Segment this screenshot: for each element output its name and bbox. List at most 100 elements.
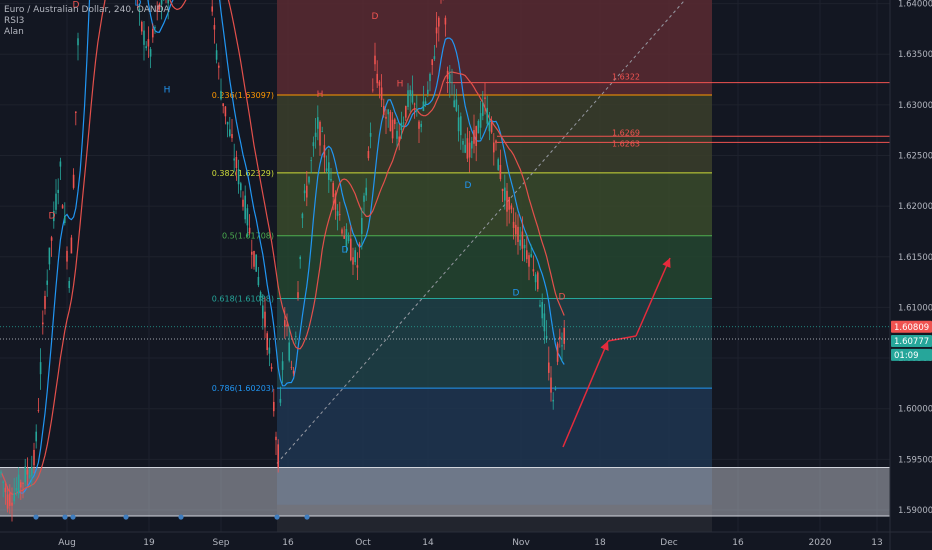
candle-body	[352, 257, 354, 265]
candle-body	[147, 39, 150, 47]
candle-body	[306, 185, 308, 198]
candle-body	[279, 398, 282, 403]
candle-body	[438, 17, 440, 27]
candle-body	[537, 272, 539, 290]
indicator-alan[interactable]: Alan	[4, 27, 24, 37]
candle-body	[248, 227, 251, 234]
signal-dot	[274, 514, 280, 520]
candle-body	[2, 481, 4, 484]
signal-dot	[70, 514, 76, 520]
candle-body	[259, 292, 262, 298]
candle-body	[240, 183, 242, 191]
candle-body	[365, 187, 367, 196]
projection-arrows[interactable]	[562, 257, 671, 448]
candle-body	[244, 195, 246, 220]
candle-body	[534, 274, 537, 283]
signal-dot	[123, 514, 129, 520]
candle-body	[330, 178, 332, 181]
candle-body	[405, 106, 407, 118]
support-zone[interactable]	[0, 466, 890, 517]
candle-body	[246, 208, 249, 226]
candle-body	[22, 483, 24, 485]
candle-body	[347, 235, 350, 242]
candle-body	[262, 305, 264, 319]
candle-body	[222, 103, 224, 107]
candle-body	[508, 197, 510, 210]
y-tick-label: 1.60000	[898, 405, 932, 415]
candle-body	[378, 81, 381, 86]
candle-body	[488, 120, 491, 132]
candle-body	[281, 361, 284, 370]
candle-body	[149, 49, 152, 57]
candle-body	[339, 214, 341, 216]
price-label-box	[891, 320, 932, 333]
candle-body	[24, 466, 26, 483]
candle-body	[418, 121, 420, 129]
price-label-box	[891, 335, 932, 348]
candle-body	[407, 90, 409, 108]
candle-body	[446, 70, 449, 79]
candle-body	[354, 250, 356, 263]
pattern-mark: D	[49, 211, 56, 221]
candle-body	[9, 493, 11, 506]
fibonacci-retracement[interactable]: 0(1.64338)0.236(1.63097)0.382(1.62329)0.…	[212, 0, 712, 532]
candle-body	[0, 471, 2, 474]
pattern-mark: D	[372, 12, 379, 22]
candle-body	[501, 188, 504, 192]
candle-body	[46, 280, 48, 285]
candle-body	[411, 90, 414, 103]
candle-body	[275, 436, 277, 441]
fib-zone	[277, 172, 712, 236]
x-tick-label: Oct	[355, 538, 371, 548]
candle-body	[387, 109, 389, 115]
candle-body	[495, 140, 497, 144]
candle-body	[59, 161, 62, 167]
candle-body	[334, 193, 337, 210]
candle-body	[409, 89, 411, 96]
candle-body	[218, 65, 220, 68]
candle-body	[460, 116, 462, 136]
candle-body	[68, 280, 70, 289]
symbol-title[interactable]: Euro / Australian Dollar, 240, OANDA	[4, 5, 170, 15]
candle-body	[235, 157, 238, 169]
candle-body	[15, 487, 18, 492]
candle-body	[167, 0, 169, 4]
candle-body	[413, 103, 416, 105]
candle-body	[561, 345, 563, 347]
y-tick-label: 1.62000	[898, 202, 932, 212]
pattern-mark: H	[164, 86, 171, 96]
candle-body	[550, 377, 552, 393]
candle-body	[449, 74, 451, 83]
candle-body	[35, 431, 37, 442]
price-labels: 1.60809 1.60777 01:09	[0, 320, 932, 361]
candle-body	[552, 399, 554, 402]
candle-body	[66, 250, 68, 262]
candle-body	[215, 50, 218, 60]
time-axis[interactable]: Aug 19 Sep 16 Oct 14 Nov 18 Dec 16 2020 13	[0, 531, 932, 548]
candle-body	[332, 183, 334, 197]
indicator-rsi3[interactable]: RSI3	[4, 16, 25, 26]
candle-body	[559, 336, 561, 340]
candle-body	[424, 101, 427, 105]
candle-body	[336, 211, 339, 216]
price-label-text: 01:09	[894, 351, 919, 361]
candle-body	[314, 132, 317, 137]
candle-body	[156, 9, 158, 12]
candle-body	[48, 247, 51, 265]
x-tick-label: Nov	[512, 538, 530, 548]
candle-body	[270, 366, 273, 369]
candle-body	[220, 90, 222, 100]
horizontal-levels[interactable]: 1.6322 1.6269 1.6263	[446, 73, 890, 149]
x-tick-label: 18	[594, 538, 606, 548]
candle-body	[251, 251, 253, 255]
candle-body	[482, 103, 484, 116]
candle-body	[299, 256, 301, 260]
x-tick-label: 16	[732, 538, 744, 548]
y-tick-label: 1.61500	[898, 253, 932, 263]
candle-body	[493, 142, 495, 153]
candle-body	[369, 132, 372, 137]
candle-body	[510, 205, 513, 210]
candle-body	[457, 117, 460, 132]
projection-arrow-2	[607, 335, 637, 342]
